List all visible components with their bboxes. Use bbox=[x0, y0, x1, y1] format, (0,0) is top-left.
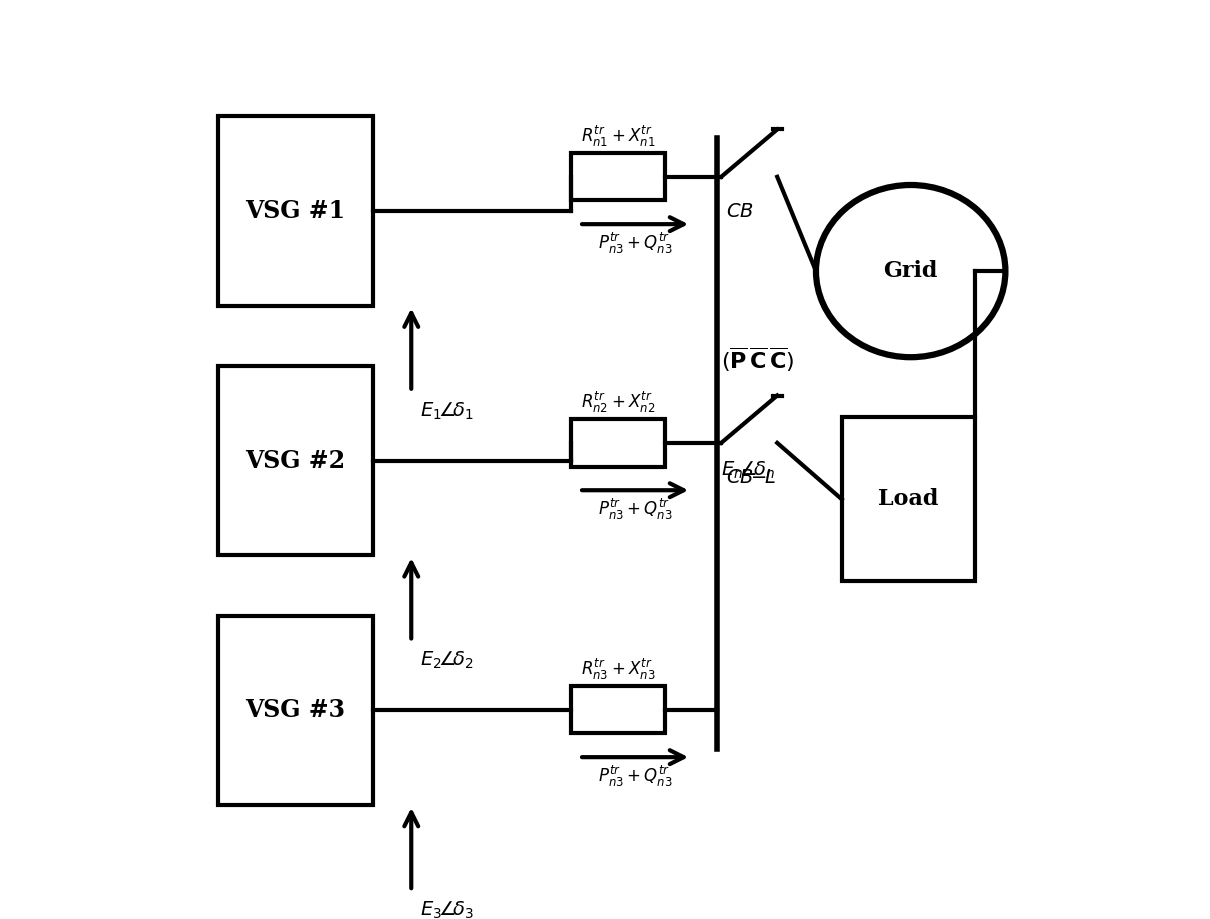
Text: $CB\!\!-\!\!L$: $CB\!\!-\!\!L$ bbox=[726, 469, 776, 487]
Text: Grid: Grid bbox=[883, 260, 938, 282]
Text: $R_{n3}^{tr}+X_{n3}^{tr}$: $R_{n3}^{tr}+X_{n3}^{tr}$ bbox=[581, 657, 655, 682]
Text: VSG #3: VSG #3 bbox=[244, 698, 345, 722]
Text: $R_{n2}^{tr}+X_{n2}^{tr}$: $R_{n2}^{tr}+X_{n2}^{tr}$ bbox=[581, 390, 655, 414]
Text: $R_{n1}^{tr}+X_{n1}^{tr}$: $R_{n1}^{tr}+X_{n1}^{tr}$ bbox=[581, 124, 655, 149]
FancyBboxPatch shape bbox=[218, 366, 373, 555]
FancyBboxPatch shape bbox=[218, 616, 373, 805]
Text: VSG #1: VSG #1 bbox=[244, 199, 345, 222]
Text: $P_{n3}^{tr}+Q_{n3}^{tr}$: $P_{n3}^{tr}+Q_{n3}^{tr}$ bbox=[598, 764, 673, 789]
Text: $P_{n3}^{tr}+Q_{n3}^{tr}$: $P_{n3}^{tr}+Q_{n3}^{tr}$ bbox=[598, 231, 673, 256]
Text: $E_2\!\angle\!\delta_2$: $E_2\!\angle\!\delta_2$ bbox=[420, 650, 474, 671]
Text: $E_n\!\angle\!\delta_n$: $E_n\!\angle\!\delta_n$ bbox=[721, 460, 776, 482]
Text: $(\overline{\mathbf{P}}\,\overline{\mathbf{C}}\,\overline{\mathbf{C}})$: $(\overline{\mathbf{P}}\,\overline{\math… bbox=[721, 346, 795, 374]
FancyBboxPatch shape bbox=[571, 419, 666, 467]
FancyBboxPatch shape bbox=[571, 686, 666, 733]
FancyBboxPatch shape bbox=[571, 153, 666, 200]
FancyBboxPatch shape bbox=[842, 417, 975, 581]
Text: Load: Load bbox=[878, 488, 939, 510]
FancyBboxPatch shape bbox=[218, 116, 373, 305]
Text: $E_3\!\angle\!\delta_3$: $E_3\!\angle\!\delta_3$ bbox=[420, 900, 474, 919]
Text: $CB$: $CB$ bbox=[726, 203, 754, 221]
Text: VSG #2: VSG #2 bbox=[244, 448, 345, 472]
Text: $E_1\!\angle\!\delta_1$: $E_1\!\angle\!\delta_1$ bbox=[420, 401, 474, 422]
Text: $P_{n3}^{tr}+Q_{n3}^{tr}$: $P_{n3}^{tr}+Q_{n3}^{tr}$ bbox=[598, 497, 673, 522]
